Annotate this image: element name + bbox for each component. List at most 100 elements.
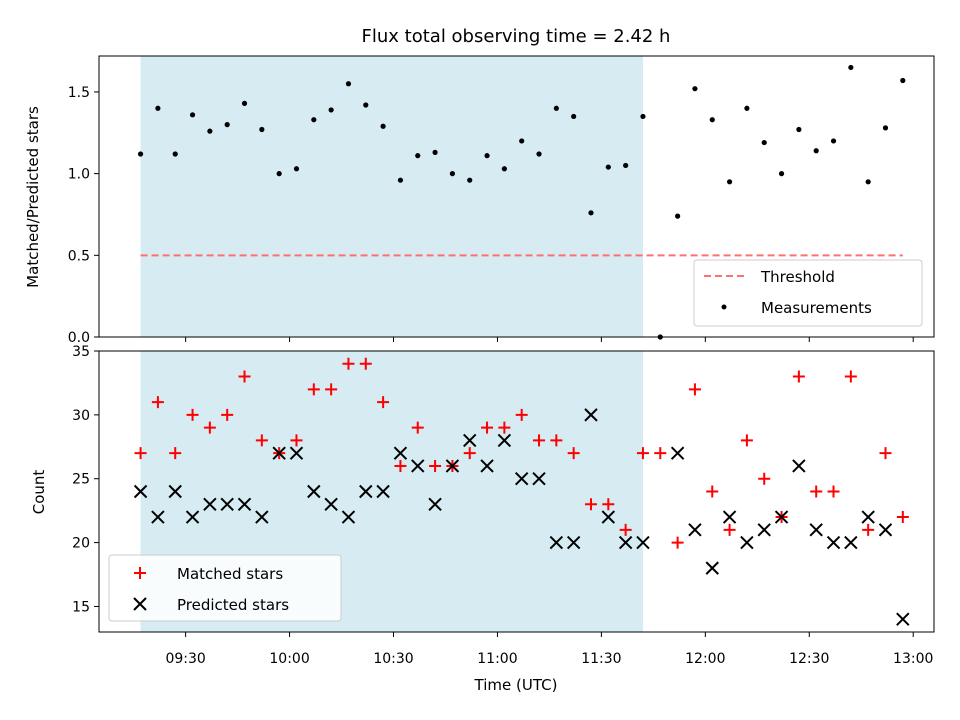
- matched-star-point: [879, 447, 892, 460]
- predicted-star-point: [601, 510, 616, 524]
- measurement-point: [623, 162, 629, 169]
- predicted-star-point: [376, 484, 390, 499]
- measurement-point: [709, 117, 715, 123]
- legend-threshold-label: Threshold: [760, 268, 835, 286]
- top-observing-window-band: [140, 56, 643, 337]
- x-tick-label: 12:30: [789, 651, 829, 667]
- predicted-star-point: [497, 433, 512, 448]
- matched-star-point: [619, 523, 632, 536]
- predicted-star-point: [566, 535, 581, 550]
- measurement-point: [882, 125, 889, 131]
- x-tick-label: 11:30: [581, 651, 621, 667]
- measurement-point: [293, 166, 300, 172]
- x-tick-label: 13:00: [893, 651, 933, 667]
- predicted-star-point: [774, 510, 789, 524]
- measurement-point: [692, 86, 698, 92]
- matched-star-point: [515, 408, 528, 421]
- x-tick-label: 10:30: [373, 651, 413, 667]
- predicted-star-point: [203, 497, 217, 511]
- matched-star-point: [758, 472, 771, 485]
- measurement-point: [640, 113, 646, 120]
- measurement-point: [726, 179, 733, 185]
- measurement-point: [137, 151, 144, 157]
- legend-measurements-label: Measurements: [761, 299, 872, 317]
- legend-measurements-swatch: [721, 304, 727, 310]
- x-axis-label: Time (UTC): [474, 676, 558, 694]
- chart-title: Flux total observing time = 2.42 h: [362, 26, 671, 47]
- predicted-star-point: [618, 535, 633, 550]
- predicted-star-point: [463, 433, 477, 448]
- predicted-star-point: [272, 446, 286, 460]
- measurement-point: [241, 100, 248, 106]
- predicted-star-point: [428, 497, 442, 511]
- measurement-point: [380, 123, 386, 129]
- predicted-star-point: [151, 510, 165, 524]
- measurement-point: [484, 153, 490, 159]
- matched-star-point: [844, 370, 857, 383]
- predicted-star-point: [220, 497, 234, 511]
- matched-star-point: [186, 408, 199, 421]
- measurement-point: [345, 81, 352, 87]
- predicted-star-point: [549, 535, 564, 550]
- matched-star-point: [602, 498, 615, 511]
- measurement-point: [675, 213, 681, 219]
- predicted-star-point: [307, 484, 321, 499]
- predicted-star-point: [826, 535, 841, 550]
- legend-predicted-label: Predicted stars: [177, 596, 289, 614]
- bottom-y-tick-label: 35: [72, 344, 90, 360]
- measurement-point: [848, 64, 854, 71]
- top-y-tick-label: 0.5: [68, 248, 90, 264]
- matched-star-point: [377, 396, 390, 409]
- measurement-point: [328, 107, 334, 113]
- measurement-point: [259, 126, 265, 133]
- bottom-y-tick-label: 15: [72, 599, 90, 615]
- matched-star-point: [151, 396, 164, 409]
- bottom-legend-box: [108, 554, 342, 622]
- matched-star-point: [740, 434, 753, 447]
- measurement-point: [311, 117, 317, 123]
- measurement-point: [415, 153, 421, 159]
- matched-star-point: [134, 447, 147, 460]
- measurement-point: [605, 164, 611, 170]
- matched-star-point: [533, 434, 546, 447]
- measurement-point: [276, 171, 282, 177]
- legend-matched-swatch: [134, 567, 146, 579]
- matched-star-point: [221, 408, 234, 421]
- measurement-point: [432, 149, 438, 155]
- measurement-point: [744, 105, 750, 111]
- predicted-star-point: [411, 459, 425, 473]
- legend-predicted-swatch: [133, 597, 147, 611]
- legend-matched-label: Matched stars: [177, 565, 283, 583]
- matched-star-point: [636, 447, 649, 460]
- matched-star-point: [498, 421, 511, 434]
- matched-star-point: [792, 370, 805, 383]
- predicted-star-point: [584, 408, 598, 422]
- matched-star-point: [359, 357, 372, 370]
- measurement-point: [553, 105, 559, 111]
- predicted-star-point: [532, 472, 546, 486]
- bottom-y-tick-label: 20: [72, 536, 90, 552]
- predicted-star-point: [670, 446, 685, 460]
- x-tick-label: 11:00: [477, 651, 517, 667]
- measurement-point: [207, 128, 213, 134]
- measurement-point: [155, 105, 161, 111]
- measurement-point: [189, 112, 196, 118]
- predicted-star-point: [185, 510, 200, 524]
- predicted-star-point: [861, 510, 875, 524]
- matched-star-point: [481, 421, 494, 434]
- predicted-star-point: [878, 523, 893, 537]
- matched-star-point: [307, 383, 320, 396]
- bottom-legend: Matched stars Predicted stars: [108, 554, 342, 622]
- matched-star-point: [567, 447, 580, 460]
- measurement-point: [467, 177, 473, 183]
- measurement-point: [224, 122, 230, 128]
- matched-star-point: [827, 485, 840, 498]
- matched-star-point: [896, 511, 909, 524]
- predicted-star-point: [445, 459, 460, 473]
- measurement-point: [778, 171, 785, 177]
- top-legend-box: [693, 259, 923, 327]
- predicted-star-point: [324, 497, 338, 511]
- top-y-tick-label: 0.0: [68, 330, 90, 346]
- measurement-point: [501, 166, 507, 172]
- x-tick-label: 10:00: [269, 651, 309, 667]
